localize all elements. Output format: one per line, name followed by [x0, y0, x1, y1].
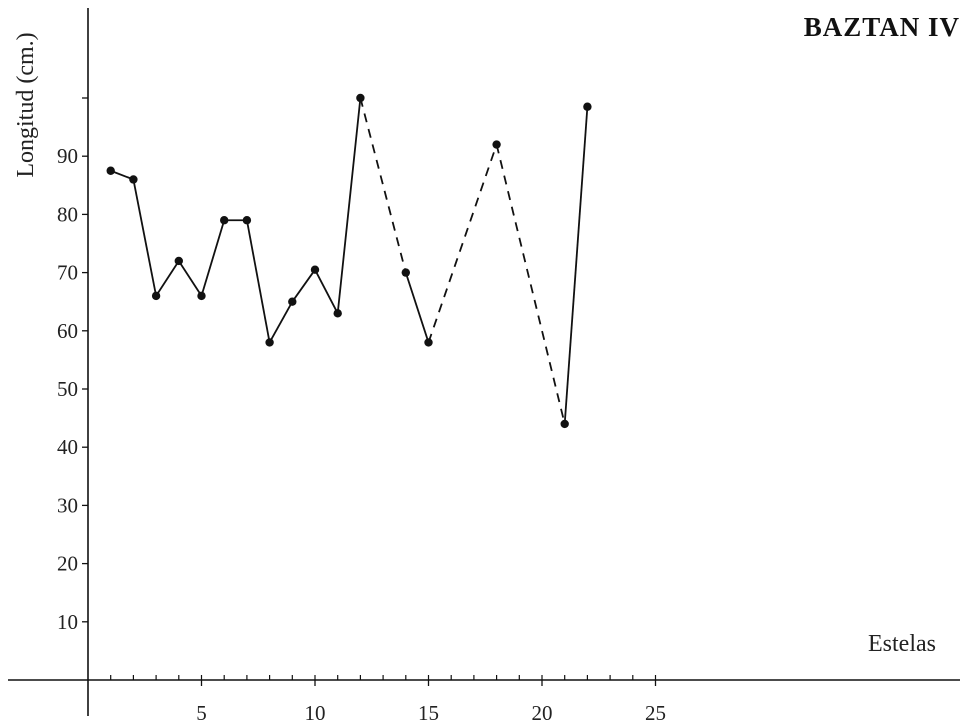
- data-point: [424, 338, 433, 347]
- x-tick-label: 20: [532, 701, 553, 725]
- series-segment: [291, 269, 316, 303]
- data-point: [583, 102, 592, 111]
- series-segment: [314, 269, 339, 314]
- x-tick-label: 25: [645, 701, 666, 725]
- data-point: [265, 338, 274, 347]
- x-tick-label: 10: [305, 701, 326, 725]
- series-segment: [132, 179, 157, 297]
- data-point: [310, 265, 320, 274]
- series-segment: [246, 220, 271, 343]
- data-point: [401, 268, 410, 277]
- series-segment: [155, 260, 180, 297]
- chart-title: BAZTAN IV: [803, 12, 960, 42]
- data-point: [151, 291, 161, 301]
- data-point: [174, 256, 183, 266]
- data-point: [129, 175, 138, 184]
- data-point: [197, 291, 206, 301]
- y-tick-label: 30: [57, 493, 78, 517]
- data-point: [492, 140, 501, 149]
- y-tick-label: 10: [57, 610, 78, 634]
- series-segment: [268, 301, 294, 343]
- series-segment: [200, 219, 226, 297]
- x-tick-label: 5: [196, 701, 207, 725]
- series-segment: [563, 106, 589, 424]
- x-tick-label: 15: [418, 701, 439, 725]
- x-axis-label: Estelas: [868, 631, 936, 657]
- data-point: [242, 216, 252, 225]
- series-dashed-segment: [495, 144, 566, 425]
- y-tick-label: 40: [57, 435, 78, 459]
- data-point: [288, 297, 297, 306]
- data-point: [333, 309, 342, 318]
- series-segment: [336, 97, 362, 314]
- data-point: [106, 166, 115, 175]
- series-segment: [404, 272, 430, 343]
- data-point: [220, 216, 229, 225]
- y-tick-label: 80: [57, 202, 78, 226]
- y-tick-label: 50: [57, 377, 78, 401]
- y-tick-label: 90: [57, 144, 78, 168]
- series-dashed-segment: [427, 144, 498, 343]
- y-tick-label: 20: [57, 552, 78, 576]
- y-tick-label: 70: [57, 261, 78, 285]
- data-point: [356, 93, 365, 103]
- series-segment: [178, 260, 203, 297]
- data-point: [560, 419, 569, 429]
- y-axis-label: Longitud (cm.): [13, 32, 39, 177]
- series-dashed-segment: [359, 97, 407, 273]
- y-tick-label: 60: [57, 319, 78, 343]
